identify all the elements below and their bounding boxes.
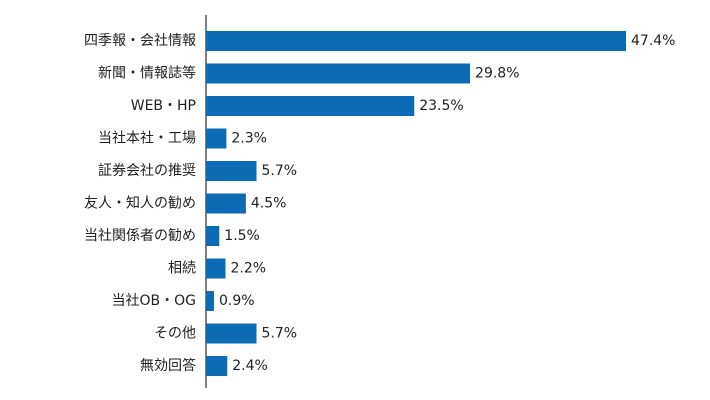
category-label: その他 xyxy=(154,326,196,342)
category-label: 新聞・情報誌等 xyxy=(98,65,196,82)
category-label: 相続 xyxy=(168,260,196,277)
bar xyxy=(206,128,227,149)
value-label: 2.3% xyxy=(231,131,267,147)
value-label: 23.5% xyxy=(419,98,463,114)
category-label: 当社関係者の勧め xyxy=(84,227,196,244)
category-label: 証券会社の推奨 xyxy=(98,163,196,179)
bar xyxy=(206,96,415,116)
category-label: WEB・HP xyxy=(131,98,196,114)
category-label: 友人・知人の勧め xyxy=(84,195,196,212)
bar xyxy=(206,63,471,84)
value-label: 0.9% xyxy=(219,293,255,309)
value-label: 47.4% xyxy=(631,33,675,49)
bar xyxy=(206,161,257,181)
value-label: 4.5% xyxy=(251,196,287,212)
bar xyxy=(206,258,226,279)
value-label: 5.7% xyxy=(262,326,298,342)
value-label: 2.4% xyxy=(232,358,268,374)
bar xyxy=(206,226,220,246)
bar xyxy=(206,193,246,214)
value-label: 5.7% xyxy=(262,163,298,179)
category-label: 四季報・会社情報 xyxy=(84,33,196,49)
value-label: 2.2% xyxy=(230,261,266,277)
category-label: 無効回答 xyxy=(140,357,196,374)
category-label: 当社OB・OG xyxy=(112,293,197,309)
bar xyxy=(206,323,257,344)
bar xyxy=(206,31,626,51)
value-label: 29.8% xyxy=(475,66,519,82)
bar xyxy=(206,356,228,376)
bar xyxy=(206,291,214,311)
value-label: 1.5% xyxy=(224,228,260,244)
category-label: 当社本社・工場 xyxy=(98,131,196,147)
